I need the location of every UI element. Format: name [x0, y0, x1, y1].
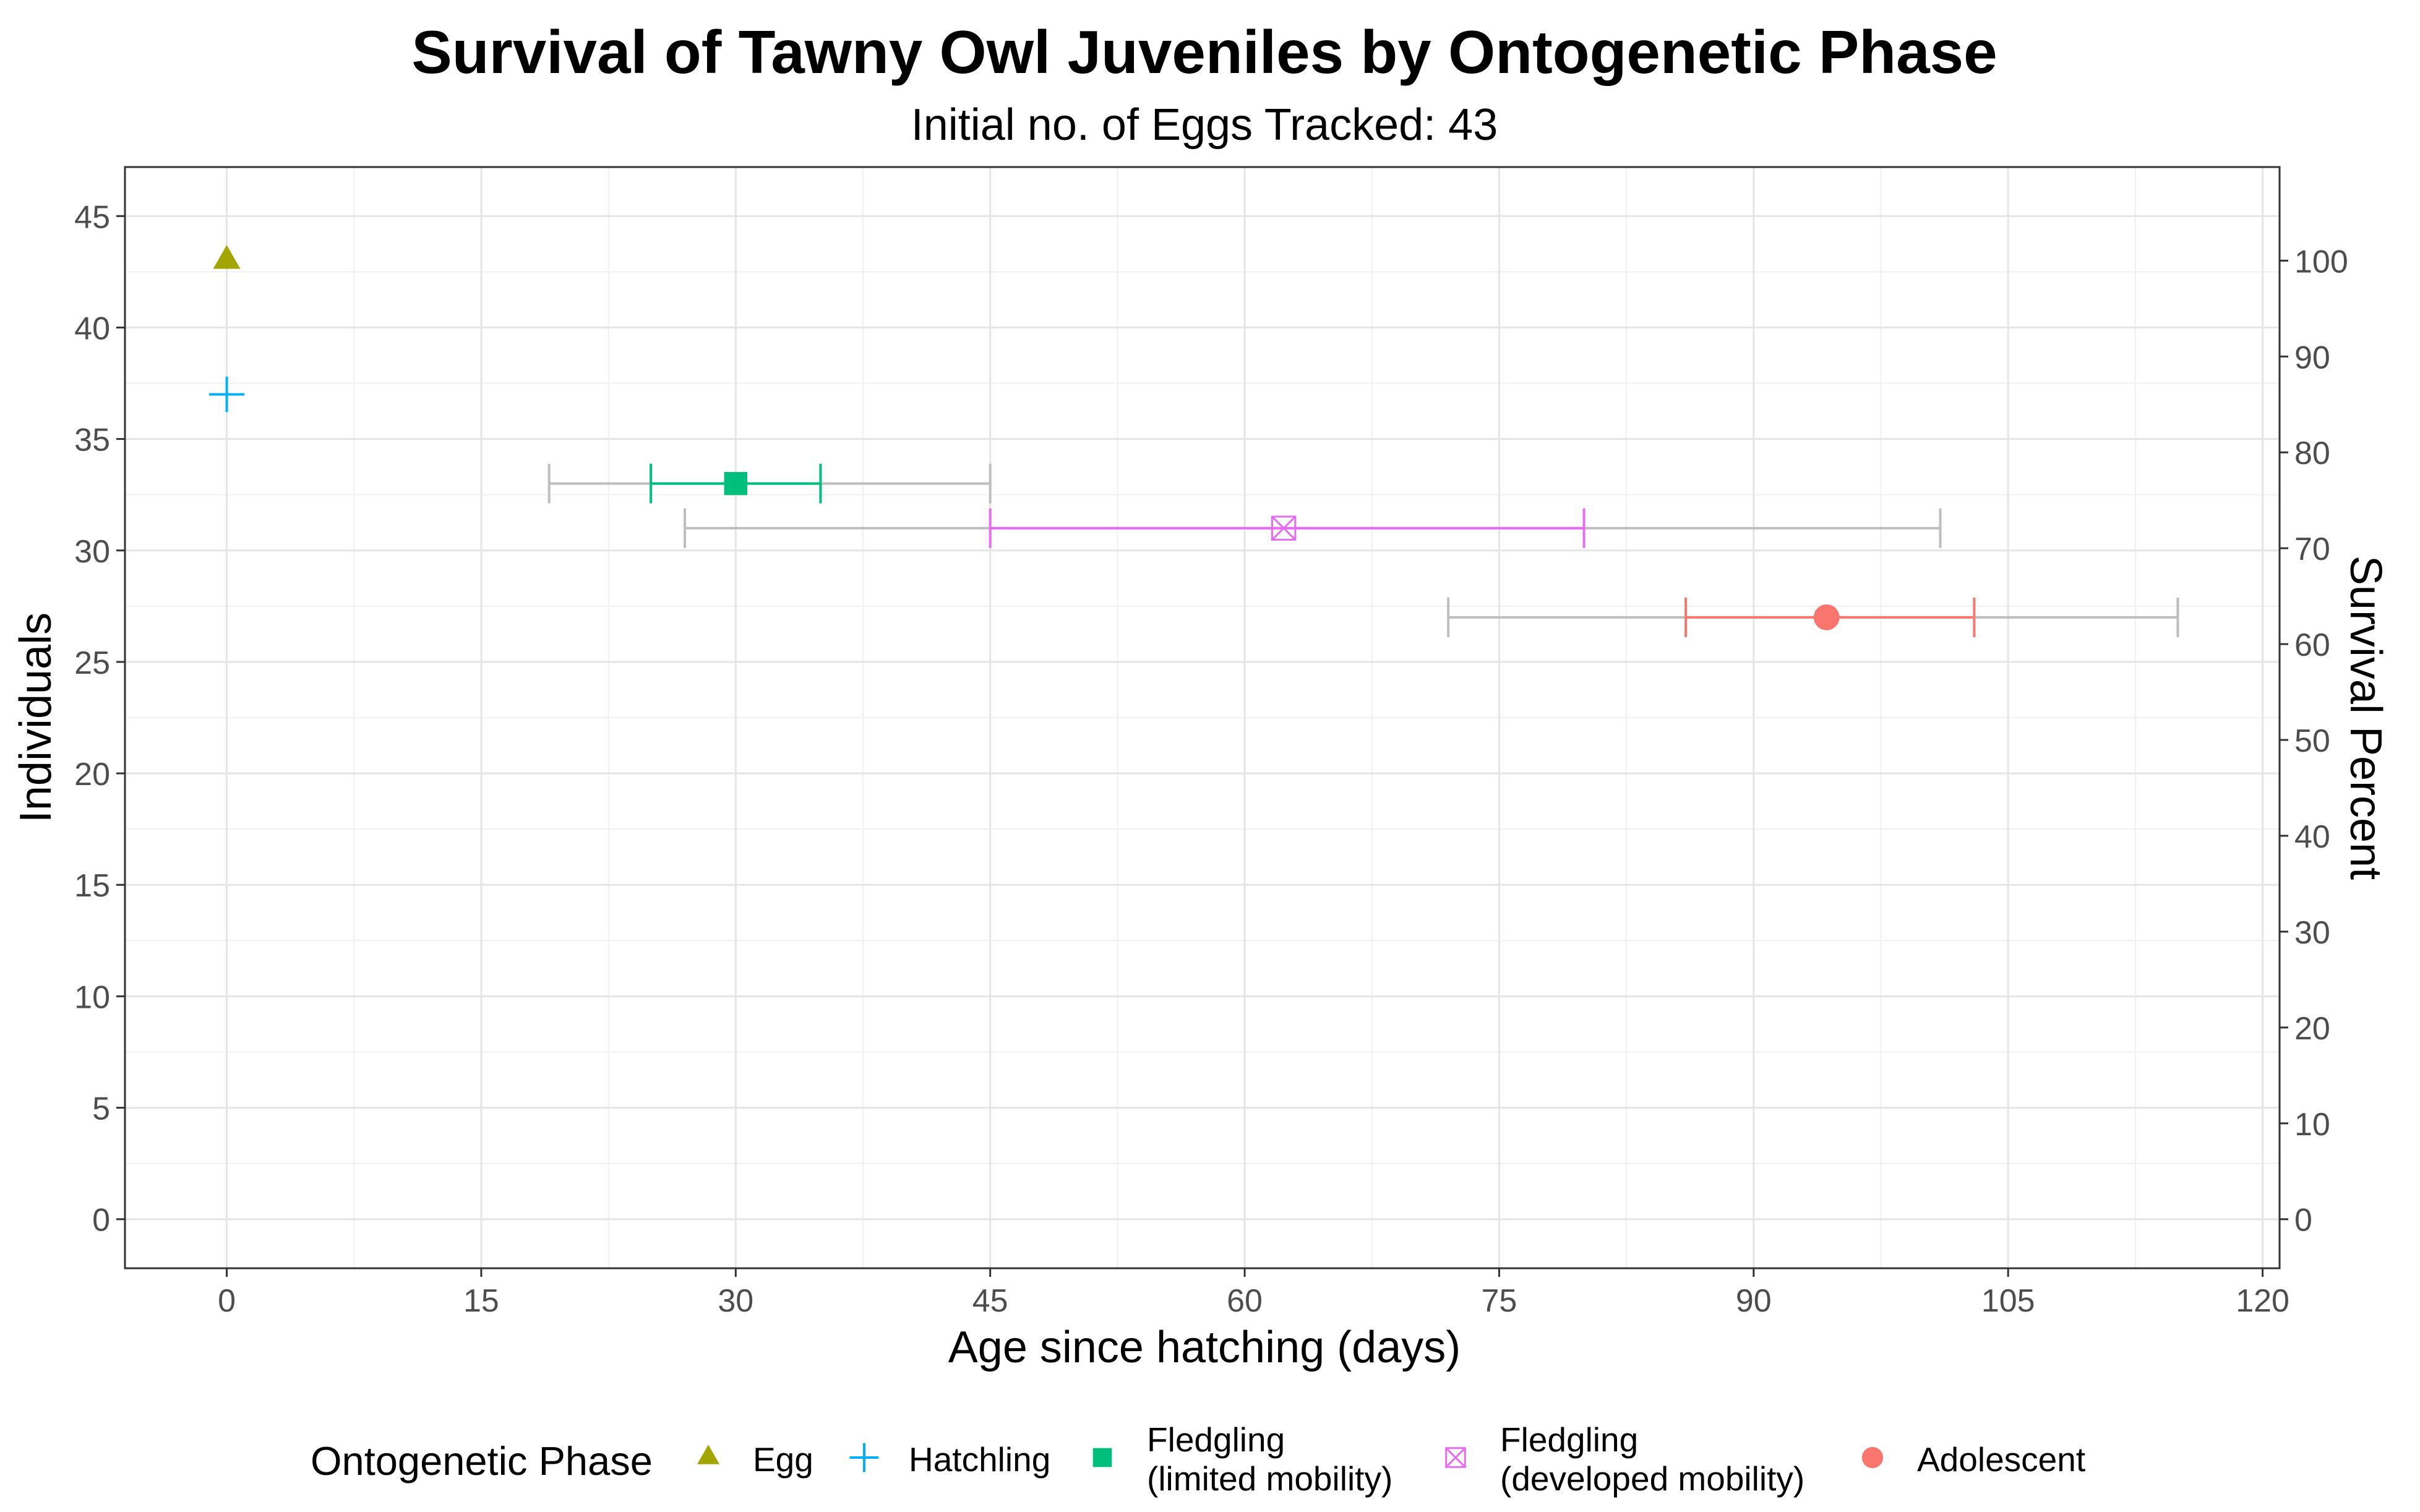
y2-tick-label: 30 [2294, 915, 2330, 951]
y-tick-label: 15 [74, 868, 110, 904]
x-tick-label: 90 [1736, 1283, 1772, 1319]
y-tick-label: 30 [74, 534, 110, 570]
y-axis-title: Individuals [11, 612, 61, 823]
legend-item: Egg [697, 1440, 813, 1479]
y-tick-label: 5 [92, 1091, 110, 1127]
y-tick-label: 40 [74, 311, 110, 346]
legend: Ontogenetic Phase Egg HatchlingFledgling(… [311, 1420, 2085, 1498]
data-point [208, 376, 245, 413]
legend-key [1092, 1448, 1112, 1467]
x-tick-label: 45 [972, 1283, 1008, 1319]
x-axis-ticks: 0 15 30 45 60 75 90 105 120 [218, 1268, 2289, 1319]
y2-tick-label: 100 [2294, 244, 2348, 280]
x-tick-label: 15 [463, 1283, 499, 1319]
y-axis-ticks: 0 5 10 15 20 25 30 35 40 45 [74, 199, 125, 1239]
legend-label: Fledgling [1147, 1420, 1285, 1459]
y-tick-label: 35 [74, 423, 110, 458]
legend-label: Egg [753, 1440, 813, 1479]
x-tick-label: 30 [718, 1283, 753, 1319]
legend-label: Hatchling [909, 1440, 1050, 1479]
x-tick-label: 0 [218, 1283, 236, 1319]
chart-subtitle: Initial no. of Eggs Tracked: 43 [911, 100, 1498, 150]
x-tick-label: 60 [1227, 1283, 1263, 1319]
data-points [208, 245, 1840, 630]
legend-item: Adolescent [1861, 1440, 2085, 1479]
legend-label: (developed mobility) [1500, 1459, 1804, 1498]
legend-key [849, 1443, 879, 1472]
data-point [1271, 515, 1297, 541]
data-point [1813, 604, 1840, 630]
plot-border [124, 166, 2281, 1269]
data-point [724, 471, 748, 496]
y-tick-label: 10 [74, 979, 110, 1015]
y2-tick-label: 90 [2294, 340, 2330, 376]
inner-range-bar [989, 508, 1585, 548]
y2-tick-label: 80 [2294, 436, 2330, 471]
legend-item: Fledgling(developed mobility) [1445, 1420, 1804, 1498]
y-tick-label: 0 [92, 1203, 110, 1239]
legend-key [1861, 1446, 1884, 1469]
legend-key [697, 1445, 719, 1464]
x-axis-title: Age since hatching (days) [948, 1323, 1461, 1372]
legend-key [1445, 1447, 1466, 1468]
y2-tick-label: 10 [2294, 1107, 2330, 1143]
legend-label: Fledgling [1500, 1420, 1638, 1459]
legend-item: Hatchling [849, 1440, 1050, 1479]
range-bars [547, 463, 2179, 637]
chart-title: Survival of Tawny Owl Juveniles by Ontog… [411, 18, 1997, 86]
y2-axis-ticks: 0 10 20 30 40 50 60 70 80 90 100 [2280, 244, 2348, 1239]
legend-label: Adolescent [1917, 1440, 2085, 1479]
legend-label: (limited mobility) [1147, 1459, 1392, 1498]
x-tick-label: 105 [1981, 1283, 2035, 1319]
legend-item: Fledgling(limited mobility) [1092, 1420, 1392, 1498]
legend-title: Ontogenetic Phase [311, 1438, 653, 1484]
x-tick-label: 120 [2236, 1283, 2289, 1319]
y2-tick-label: 40 [2294, 819, 2330, 855]
y2-tick-label: 60 [2294, 627, 2330, 663]
x-tick-label: 75 [1482, 1283, 1517, 1319]
data-point [213, 245, 241, 269]
y2-tick-label: 70 [2294, 531, 2330, 567]
grid [125, 167, 2280, 1268]
y2-axis-title: Survival Percent [2341, 556, 2390, 880]
y2-tick-label: 20 [2294, 1011, 2330, 1047]
y2-tick-label: 0 [2294, 1203, 2312, 1239]
y-tick-label: 20 [74, 757, 110, 793]
y-tick-label: 25 [74, 645, 110, 681]
y-tick-label: 45 [74, 199, 110, 235]
y2-tick-label: 50 [2294, 723, 2330, 759]
